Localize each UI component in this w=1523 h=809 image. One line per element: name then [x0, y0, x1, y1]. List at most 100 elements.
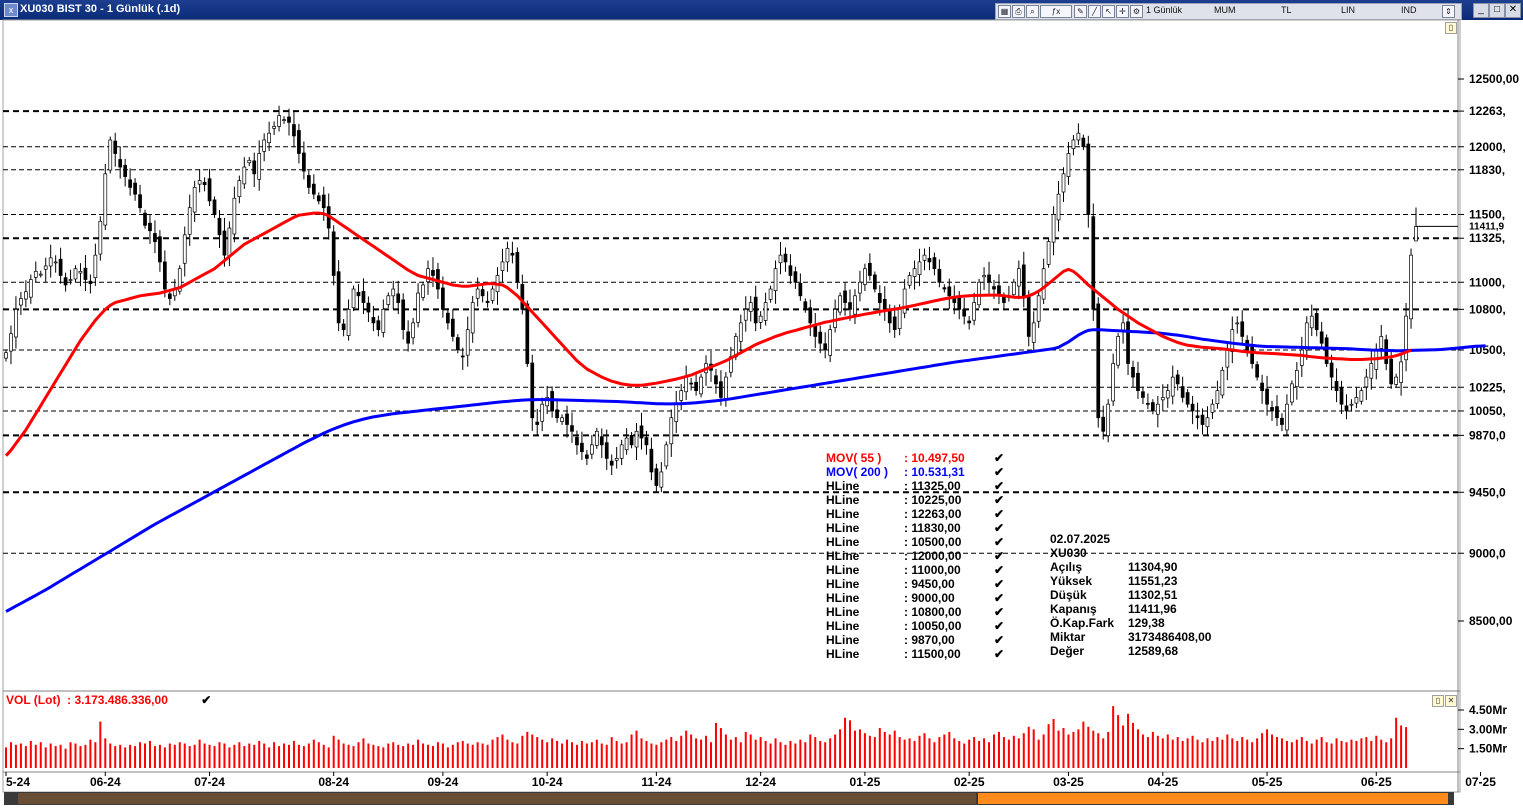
candle-body: [1389, 358, 1394, 385]
candle-body: [897, 309, 902, 329]
volume-bar: [873, 737, 876, 768]
legend-row[interactable]: HLine: 10500,00 ✔: [826, 535, 1011, 549]
candle-body: [361, 291, 366, 303]
volume-bar: [427, 744, 430, 768]
legend-row[interactable]: HLine: 9000,00 ✔: [826, 591, 1011, 605]
volume-bar: [332, 735, 335, 768]
checkmark-icon[interactable]: ✔: [994, 451, 1005, 465]
draw-icon[interactable]: ✎: [1074, 5, 1087, 18]
volume-bar: [441, 743, 444, 768]
zoom-icon[interactable]: ⌕: [1026, 5, 1039, 18]
grid-icon[interactable]: ▦: [998, 5, 1011, 18]
volume-bar: [1127, 713, 1130, 768]
line-icon[interactable]: ╱: [1088, 5, 1101, 18]
volume-bar: [1395, 717, 1398, 768]
candle-body: [1066, 153, 1071, 177]
system-menu-icon[interactable]: x: [4, 3, 18, 17]
checkmark-icon[interactable]: ✔: [994, 619, 1005, 633]
candle-body: [793, 271, 798, 283]
candle-body: [83, 267, 88, 280]
candle-body: [1205, 417, 1210, 428]
window-title-bar[interactable]: x XU030 BIST 30 - 1 Günlük (.1d) ▦ ⎙ ⌕ ƒ…: [0, 0, 1523, 20]
candle-body: [763, 302, 768, 321]
checkmark-icon[interactable]: ✔: [994, 563, 1005, 577]
volume-bar: [541, 739, 544, 768]
close-button[interactable]: ✕: [1505, 3, 1521, 18]
volume-bar: [1102, 738, 1105, 768]
checkmark-icon[interactable]: ✔: [994, 633, 1005, 647]
candle-body: [1225, 349, 1230, 368]
checkmark-icon[interactable]: ✔: [994, 535, 1005, 549]
volume-bar: [283, 743, 286, 768]
candle-body: [446, 312, 450, 324]
formula-icon[interactable]: ƒx: [1040, 5, 1072, 18]
legend-row[interactable]: HLine: 11325,00 ✔: [826, 479, 1011, 493]
horizontal-scrollbar[interactable]: [4, 792, 1454, 805]
period-selector[interactable]: 1 Günlük: [1146, 5, 1183, 15]
candle-body: [813, 325, 818, 337]
legend-row[interactable]: HLine: 9870,00 ✔: [826, 633, 1011, 647]
panel-close-icon[interactable]: ✕: [1445, 695, 1457, 707]
cursor-icon[interactable]: ↖: [1102, 5, 1115, 18]
candle-body: [123, 165, 128, 177]
scale-selector[interactable]: LIN: [1341, 5, 1356, 15]
crosshair-icon[interactable]: ✛: [1116, 5, 1129, 18]
candle-body: [1131, 366, 1135, 378]
minimize-button[interactable]: _: [1473, 3, 1489, 18]
legend-row[interactable]: HLine: 10050,00 ✔: [826, 619, 1011, 633]
volume-bar: [650, 743, 653, 768]
candle-body: [639, 425, 644, 439]
checkmark-icon[interactable]: ✔: [994, 549, 1005, 563]
volume-bar: [208, 744, 211, 768]
checkmark-icon[interactable]: ✔: [994, 591, 1005, 605]
legend-row[interactable]: HLine: 12263,00 ✔: [826, 507, 1011, 521]
legend-row[interactable]: MOV( 200 ): 10.531,31 ✔: [826, 465, 1011, 479]
checkmark-icon[interactable]: ✔: [994, 577, 1005, 591]
checkmark-icon[interactable]: ✔: [994, 493, 1005, 507]
maximize-button[interactable]: □: [1489, 3, 1505, 18]
panel-options-icon[interactable]: ▯: [1445, 22, 1457, 34]
legend-value: : 11000,00: [904, 563, 961, 577]
legend-row[interactable]: HLine: 12000,00 ✔: [826, 549, 1011, 563]
checkmark-icon[interactable]: ✔: [994, 647, 1005, 661]
indicator-selector[interactable]: IND: [1401, 5, 1417, 15]
checkmark-icon[interactable]: ✔: [994, 521, 1005, 535]
legend-row[interactable]: HLine: 11500,00 ✔: [826, 647, 1011, 661]
volume-bar: [94, 742, 97, 768]
legend-row[interactable]: HLine: 11830,00 ✔: [826, 521, 1011, 535]
volume-bar: [1345, 742, 1348, 768]
checkmark-icon[interactable]: ✔: [994, 605, 1005, 619]
panel-restore-icon[interactable]: ▯: [1432, 695, 1444, 707]
candle-body: [381, 309, 386, 333]
volume-bar: [714, 722, 717, 768]
scroll-thumb[interactable]: [978, 793, 1448, 804]
legend-row[interactable]: HLine: 10225,00 ✔: [826, 493, 1011, 507]
candle-body: [1051, 214, 1056, 243]
volume-bar: [561, 743, 564, 768]
candle-body: [24, 291, 28, 300]
candle-body: [227, 227, 232, 257]
volume-bar: [566, 739, 569, 768]
ohlc-infobox: 02.07.2025 XU030 Açılış 11304,90 Yüksek 115…: [1050, 532, 1230, 658]
scroll-track[interactable]: [18, 793, 976, 804]
candle-body: [868, 262, 872, 276]
legend-row[interactable]: HLine: 11000,00 ✔: [826, 563, 1011, 577]
settings-icon[interactable]: ⚙: [1130, 5, 1143, 18]
chart-type-selector[interactable]: MUM: [1214, 5, 1236, 15]
checkmark-icon[interactable]: ✔: [994, 479, 1005, 493]
currency-selector[interactable]: TL: [1281, 5, 1292, 15]
print-icon[interactable]: ⎙: [1012, 5, 1025, 18]
checkmark-icon[interactable]: ✔: [201, 693, 212, 707]
legend-row[interactable]: HLine: 9450,00 ✔: [826, 577, 1011, 591]
legend-row[interactable]: HLine: 10800,00 ✔: [826, 605, 1011, 619]
volume-bar: [516, 743, 519, 768]
volume-bar: [739, 742, 742, 768]
candle-body: [480, 289, 485, 297]
volume-bar: [521, 735, 524, 768]
volume-value: : 3.173.486.336,00: [67, 693, 168, 707]
legend-row[interactable]: MOV( 55 ): 10.497,50 ✔: [826, 451, 1011, 465]
checkmark-icon[interactable]: ✔: [994, 465, 1005, 479]
checkmark-icon[interactable]: ✔: [994, 507, 1005, 521]
expand-icon[interactable]: ⇕: [1442, 5, 1455, 18]
